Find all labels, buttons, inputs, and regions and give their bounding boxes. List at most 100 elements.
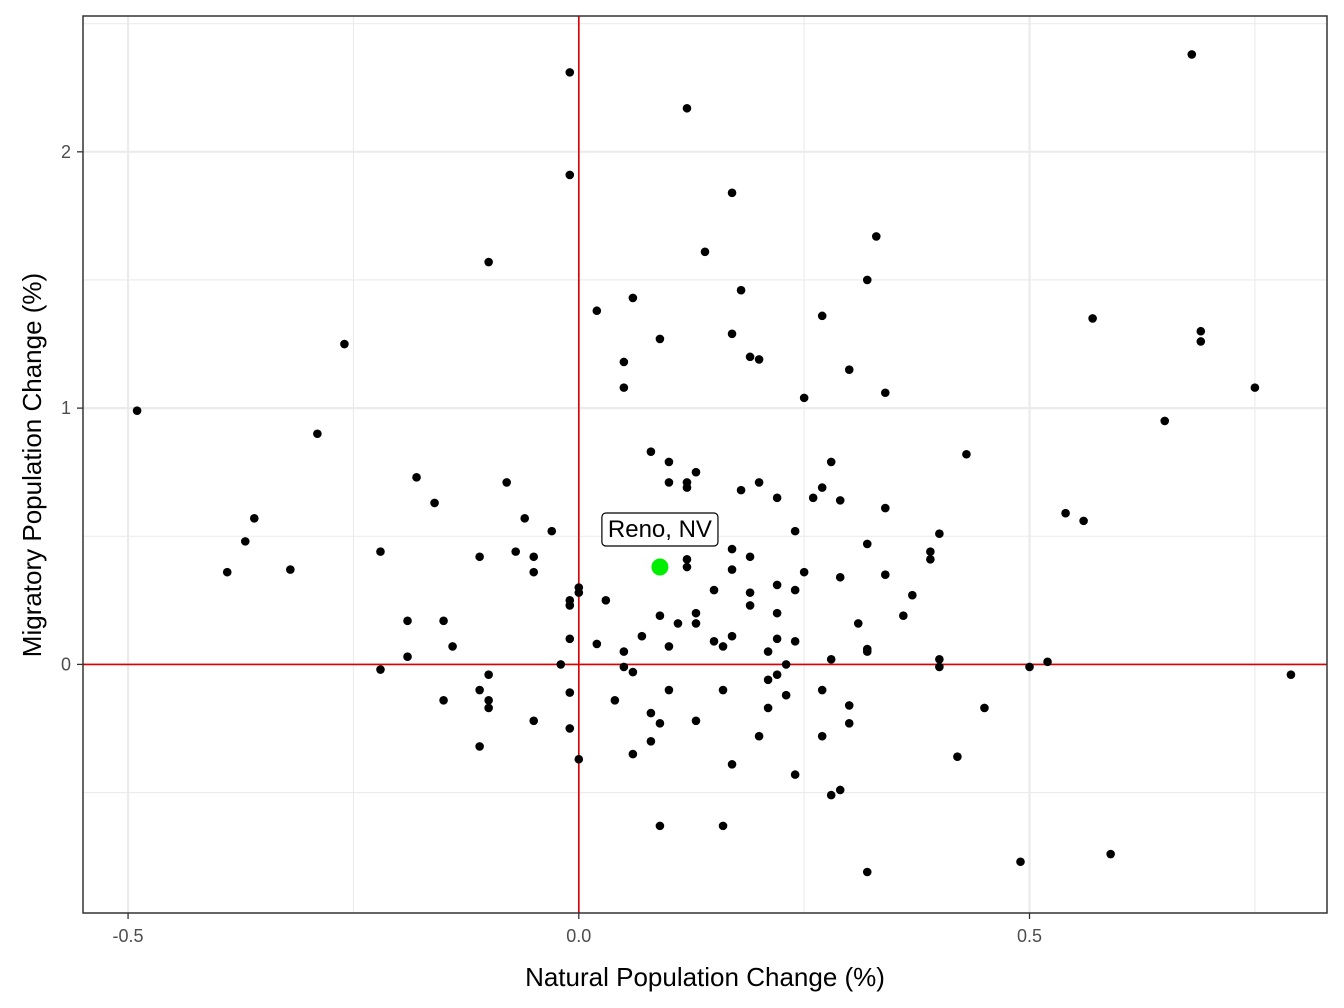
data-point [953, 752, 962, 761]
data-point [727, 329, 737, 339]
data-point [529, 567, 539, 577]
data-point [817, 311, 827, 321]
data-point [799, 393, 809, 403]
data-point [1025, 662, 1034, 672]
data-point [448, 642, 457, 651]
data-point [475, 742, 484, 751]
data-point [547, 526, 557, 536]
data-point [475, 685, 484, 695]
data-point [980, 703, 989, 713]
data-point [862, 275, 872, 285]
data-point [565, 601, 575, 610]
data-point [844, 365, 854, 374]
y-axis-title: Migratory Population Change (%) [17, 273, 47, 657]
data-point [754, 355, 764, 364]
data-point [709, 585, 719, 595]
data-point [682, 103, 692, 113]
data-point [1043, 657, 1052, 667]
data-point [718, 821, 728, 831]
data-point [1286, 670, 1296, 679]
data-point [565, 68, 575, 77]
data-point [1196, 326, 1206, 336]
data-point [565, 688, 575, 697]
data-point [1160, 416, 1170, 426]
data-point [790, 637, 800, 646]
data-point [926, 555, 935, 564]
data-point [249, 514, 259, 523]
data-point [727, 565, 737, 574]
data-point [637, 631, 647, 641]
data-point [439, 616, 448, 626]
data-point [601, 596, 611, 605]
data-point [412, 473, 421, 482]
y-tick-label: 0 [61, 654, 71, 674]
data-point [403, 616, 412, 626]
data-point [619, 662, 629, 672]
data-point [844, 719, 854, 728]
x-axis-title: Natural Population Change (%) [525, 962, 885, 992]
y-tick-label: 1 [61, 398, 71, 418]
data-point [1061, 508, 1070, 518]
x-tick-label: 0.0 [566, 926, 591, 946]
data-point [772, 634, 782, 644]
data-point [484, 703, 493, 713]
data-point [655, 611, 665, 621]
data-point [745, 352, 755, 362]
highlight-label: Reno, NV [608, 516, 712, 543]
data-point [772, 493, 782, 503]
data-point [962, 449, 971, 459]
data-point [1079, 516, 1088, 526]
data-point [484, 257, 493, 267]
data-point [511, 547, 520, 556]
y-tick-label: 2 [61, 142, 71, 162]
data-point [565, 634, 575, 644]
data-point [835, 785, 845, 795]
data-point [736, 485, 746, 495]
data-point [376, 665, 385, 674]
data-point [781, 690, 791, 700]
data-point [763, 647, 773, 656]
x-tick-label: 0.5 [1017, 926, 1042, 946]
data-point [691, 619, 701, 628]
data-point [880, 388, 890, 398]
data-point [646, 447, 656, 456]
data-point [763, 675, 773, 685]
data-point [1250, 383, 1260, 392]
data-point [628, 293, 638, 303]
data-point [628, 667, 638, 677]
data-point [754, 731, 764, 741]
data-point [673, 619, 683, 628]
data-point [826, 654, 836, 664]
data-point [592, 639, 602, 649]
data-point [727, 188, 737, 198]
data-point [880, 503, 890, 513]
data-point [1106, 849, 1115, 859]
data-point [313, 429, 322, 439]
highlight-group: Reno, NV [601, 512, 719, 576]
data-point [817, 685, 827, 695]
data-point [763, 703, 773, 713]
data-point [790, 585, 800, 595]
data-point [484, 695, 493, 705]
x-axis-ticks: -0.5 0.0 0.5 [113, 913, 1042, 946]
data-point [835, 496, 845, 505]
data-point [862, 647, 872, 656]
data-point [727, 544, 737, 554]
data-point [772, 670, 782, 679]
data-point [565, 170, 575, 180]
data-point [817, 483, 827, 492]
data-point [286, 565, 295, 574]
highlight-point [651, 558, 669, 576]
y-axis-ticks: 0 1 2 [61, 142, 83, 674]
data-point [880, 570, 890, 580]
data-point [565, 724, 575, 733]
data-point [691, 716, 701, 726]
highlight-label-box [601, 512, 719, 547]
data-point [745, 601, 755, 610]
data-point [592, 306, 602, 316]
data-point [520, 514, 530, 523]
data-point [655, 719, 665, 728]
x-tick-label: -0.5 [113, 926, 144, 946]
data-point [439, 695, 448, 705]
